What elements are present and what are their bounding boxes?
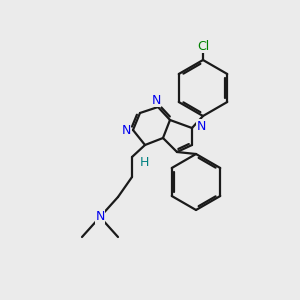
Text: N: N — [95, 211, 105, 224]
Text: N: N — [151, 94, 161, 106]
Text: N: N — [121, 124, 131, 136]
Text: N: N — [196, 119, 206, 133]
Text: H: H — [139, 155, 149, 169]
Text: Cl: Cl — [197, 40, 209, 52]
